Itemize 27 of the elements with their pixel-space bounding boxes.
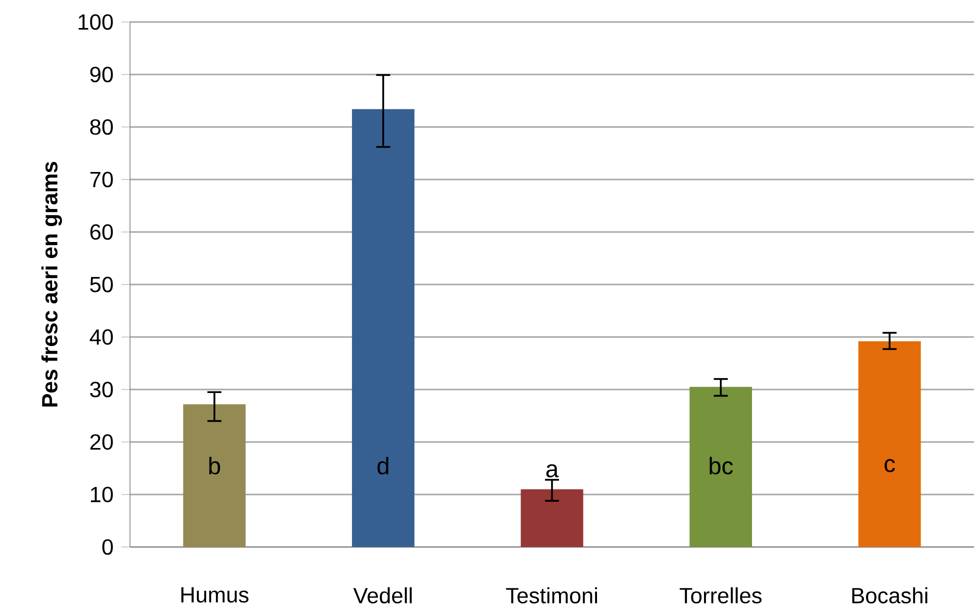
x-tick-label: Bocashi bbox=[852, 587, 928, 604]
y-tick-label: 40 bbox=[90, 329, 113, 345]
y-tick-label: 60 bbox=[90, 224, 113, 240]
x-tick-label: Vedell bbox=[353, 587, 412, 604]
y-tick-label: 90 bbox=[90, 66, 113, 82]
bar bbox=[690, 386, 752, 548]
y-tick-label: 20 bbox=[90, 434, 113, 450]
bar bbox=[352, 109, 414, 548]
annotation: c bbox=[884, 459, 895, 472]
annotation: d bbox=[378, 456, 388, 475]
y-tick-label: 100 bbox=[78, 14, 113, 30]
y-axis-title: Pes fresc aeri en grams bbox=[41, 162, 62, 407]
annotation: a bbox=[546, 464, 559, 478]
annotation: b bbox=[209, 456, 220, 475]
y-tick-label: 70 bbox=[90, 172, 113, 188]
y-tick-label: 0 bbox=[102, 539, 113, 555]
bar bbox=[183, 404, 246, 548]
bar bbox=[520, 489, 584, 548]
y-tick-label: 30 bbox=[90, 382, 113, 398]
y-tick-label: 80 bbox=[90, 119, 113, 135]
y-tick-label: 50 bbox=[90, 276, 113, 292]
annotation: bc bbox=[710, 456, 733, 475]
x-tick-label: Humus bbox=[181, 587, 248, 603]
x-tick-label: Testimoni bbox=[506, 587, 597, 604]
x-tick-label: Torrelles bbox=[680, 587, 762, 604]
y-tick-label: 10 bbox=[90, 486, 113, 502]
bar bbox=[858, 341, 921, 548]
